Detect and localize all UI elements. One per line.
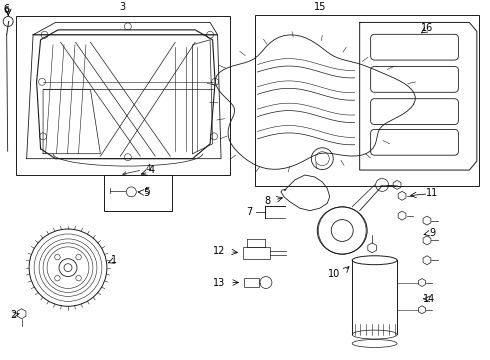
Text: 3: 3 — [120, 1, 126, 12]
Text: 5: 5 — [143, 188, 149, 198]
Text: 9: 9 — [429, 228, 435, 238]
Text: 7: 7 — [246, 207, 252, 217]
Text: 8: 8 — [265, 196, 270, 206]
Text: 5: 5 — [144, 187, 150, 196]
Text: 10: 10 — [328, 269, 340, 279]
Bar — [104, 175, 172, 211]
Text: 4: 4 — [148, 165, 154, 175]
Text: 12: 12 — [213, 246, 225, 256]
Text: 13: 13 — [213, 278, 225, 288]
Bar — [243, 247, 270, 259]
Text: 4: 4 — [123, 164, 151, 175]
Text: 2: 2 — [10, 310, 16, 320]
Bar — [244, 278, 259, 287]
Text: 16: 16 — [421, 23, 433, 33]
Text: 6: 6 — [4, 5, 9, 14]
Text: 11: 11 — [426, 188, 438, 198]
Bar — [255, 15, 479, 186]
Bar — [16, 17, 230, 175]
Text: 1: 1 — [111, 255, 118, 265]
Text: 14: 14 — [423, 294, 436, 304]
Text: 6: 6 — [3, 4, 10, 14]
Text: 15: 15 — [314, 1, 326, 12]
